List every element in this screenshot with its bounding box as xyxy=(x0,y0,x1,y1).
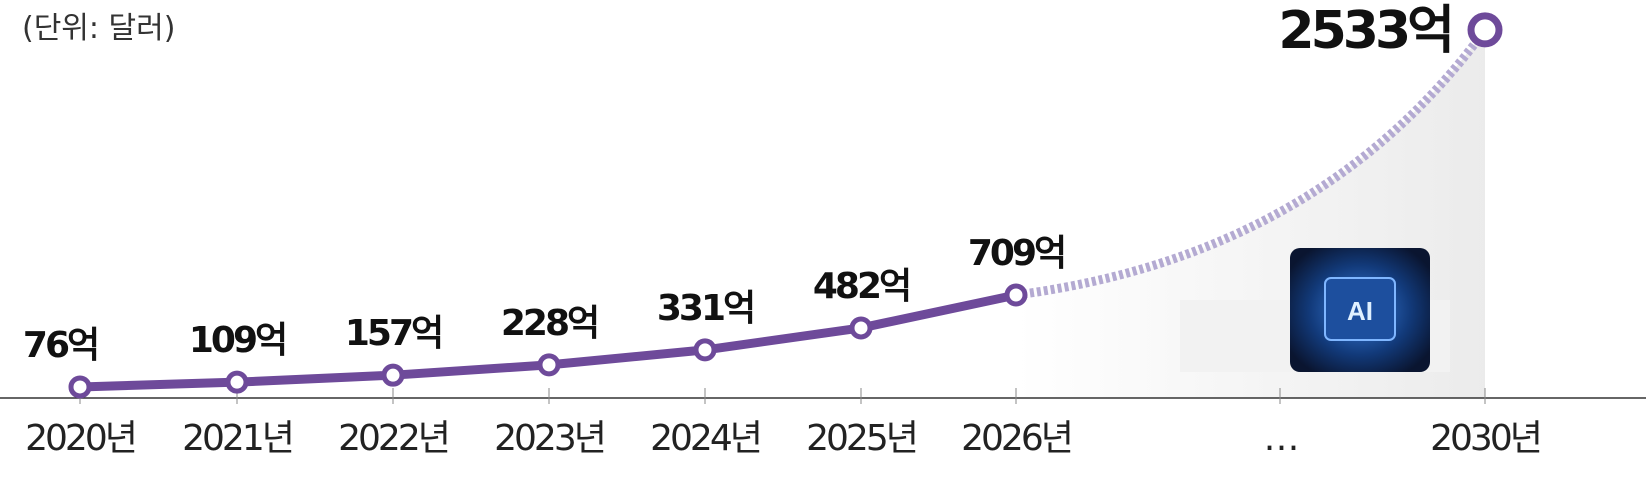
x-tick-label: 2020년 xyxy=(25,418,135,459)
value-label: 228억 xyxy=(501,303,597,344)
x-tick-label: 2021년 xyxy=(182,418,292,459)
x-tick-label: 2022년 xyxy=(338,418,448,459)
x-tick-label: 2025년 xyxy=(806,418,916,459)
value-label: 331억 xyxy=(657,288,753,329)
point xyxy=(1004,283,1028,307)
ai-chip-image: AI xyxy=(1180,248,1450,372)
point xyxy=(537,353,561,377)
x-tick-label: 2030년 xyxy=(1430,418,1540,459)
x-tick-label: 2024년 xyxy=(650,418,760,459)
point xyxy=(381,363,405,387)
point xyxy=(693,338,717,362)
point xyxy=(849,316,873,340)
value-label: 76억 xyxy=(23,325,97,366)
value-label: 709억 xyxy=(968,233,1064,274)
svg-text:AI: AI xyxy=(1347,296,1373,326)
point xyxy=(68,375,92,399)
x-tick-label: … xyxy=(1264,418,1297,459)
unit-note: (단위: 달러) xyxy=(22,11,175,46)
projection-line xyxy=(1015,27,1489,300)
x-tick-label: 2026년 xyxy=(961,418,1071,459)
value-label: 482억 xyxy=(813,266,909,307)
value-label: 157억 xyxy=(345,313,441,354)
value-label: 109억 xyxy=(189,320,285,361)
value-label: 2533억 xyxy=(1278,1,1451,61)
x-tick-label: 2023년 xyxy=(494,418,604,459)
point xyxy=(225,370,249,394)
point xyxy=(1467,12,1503,48)
